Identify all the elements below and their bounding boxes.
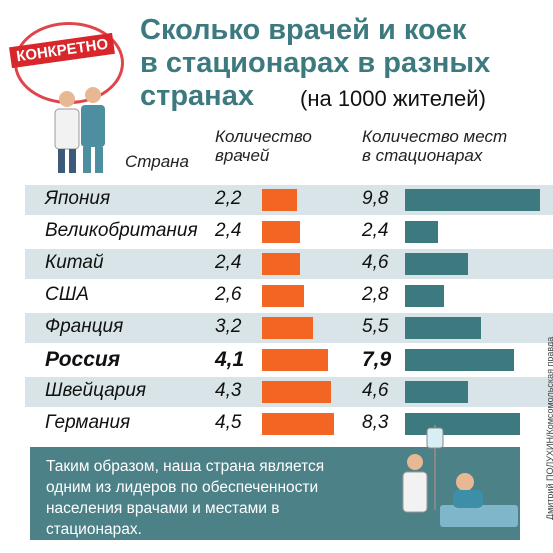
bar [405, 189, 541, 211]
value-label: 2,6 [215, 284, 242, 305]
bar [405, 285, 444, 307]
title-line: в стационарах в разных [140, 47, 491, 79]
category-label: Япония [45, 188, 111, 209]
value-label: 4,6 [362, 380, 389, 401]
value-label: 2,8 [362, 284, 389, 305]
category-label: США [45, 284, 89, 305]
bar [262, 221, 301, 243]
value-label: 9,8 [362, 188, 389, 209]
bar [262, 317, 314, 339]
bar [405, 317, 481, 339]
value-label: 8,3 [362, 412, 389, 433]
value-label: 2,2 [215, 188, 242, 209]
credit: Дмитрий ПОЛУХИН/Комсомольская правда [545, 336, 553, 520]
bar [262, 285, 304, 307]
category-label: Швейцария [45, 380, 147, 401]
note-text: Таким образом, наша страна является одни… [46, 458, 325, 538]
value-label: 3,2 [215, 316, 242, 337]
category-label: Китай [45, 252, 104, 273]
category-header: Страна [125, 152, 189, 171]
value-label: 7,9 [362, 348, 392, 371]
note-box [30, 447, 520, 540]
value-label: 4,6 [362, 252, 389, 273]
bar [405, 221, 439, 243]
value-label: 4,1 [215, 348, 245, 371]
series-header: Количество мест в стационарах [362, 127, 508, 165]
value-label: 4,3 [215, 380, 242, 401]
value-label: 2,4 [215, 220, 242, 241]
value-label: 2,4 [362, 220, 389, 241]
category-label: Великобритания [45, 220, 198, 241]
value-label: 5,5 [362, 316, 389, 337]
title-line: Сколько врачей и коек [140, 14, 467, 46]
bar [405, 349, 515, 371]
series-header: Количество врачей [215, 127, 312, 165]
subtitle: (на 1000 жителей) [300, 86, 486, 111]
value-label: 4,5 [215, 412, 242, 433]
doctors-illustration [54, 87, 105, 173]
bar [262, 189, 298, 211]
bar [405, 381, 469, 403]
bar [262, 413, 334, 435]
category-label: Франция [45, 316, 124, 337]
bar [262, 349, 328, 371]
category-label: Россия [45, 348, 121, 371]
category-label: Германия [45, 412, 131, 433]
bar [262, 381, 331, 403]
bar [405, 253, 469, 275]
title-line: странах [140, 80, 254, 112]
bar [262, 253, 301, 275]
hospital-illustration [402, 425, 518, 527]
value-label: 2,4 [215, 252, 242, 273]
